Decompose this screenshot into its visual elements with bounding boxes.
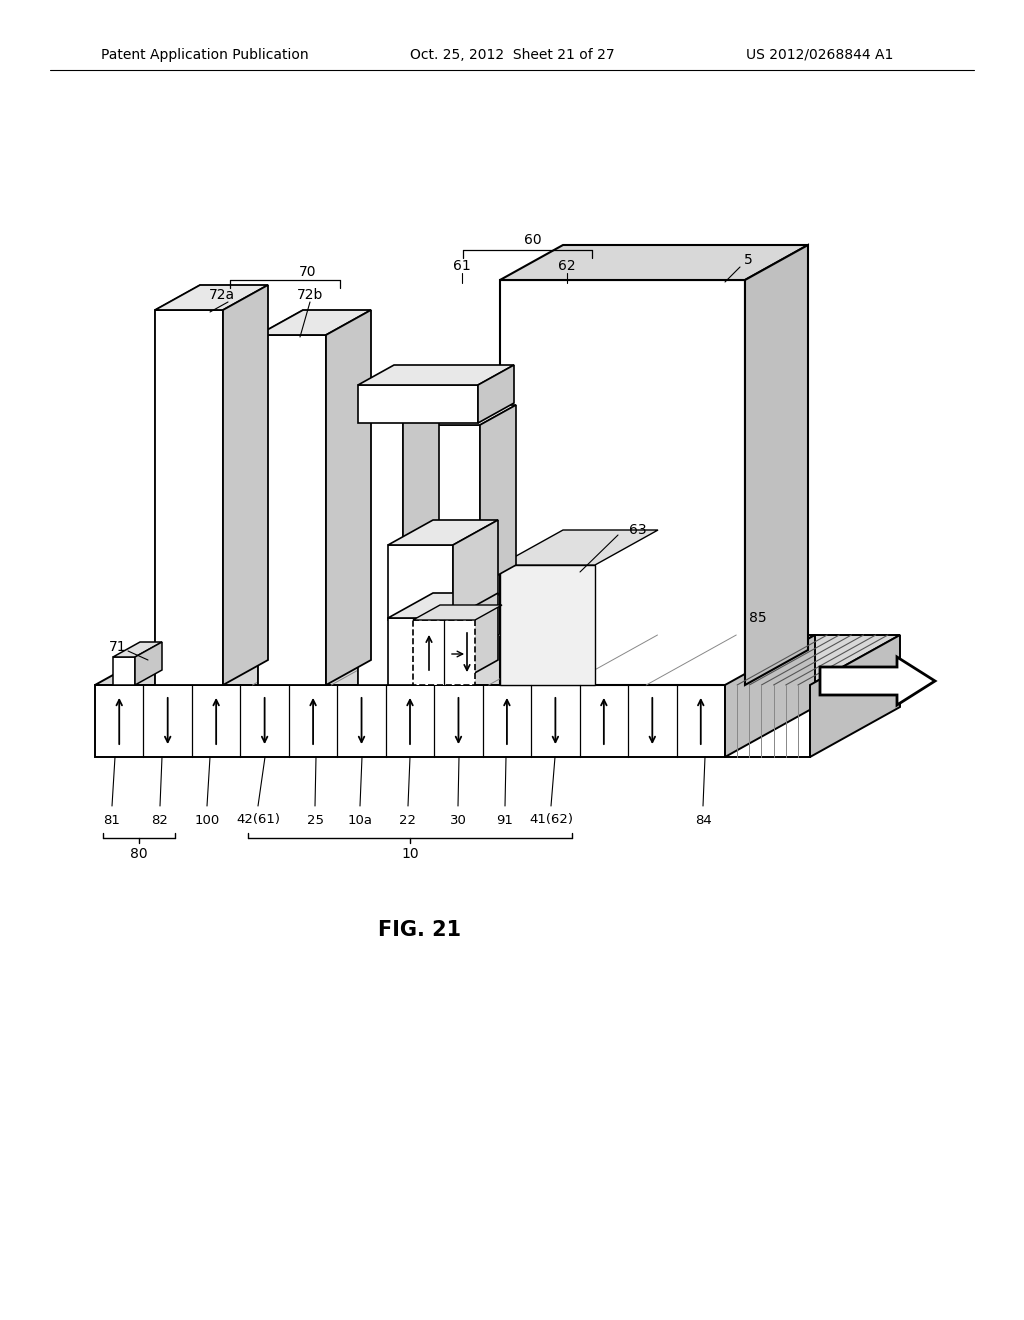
Text: 71: 71 [110, 640, 127, 653]
Text: 80: 80 [130, 847, 147, 861]
Text: 82: 82 [152, 813, 168, 826]
Text: 72b: 72b [297, 288, 324, 302]
Polygon shape [326, 310, 371, 685]
Polygon shape [478, 366, 514, 422]
Polygon shape [500, 246, 808, 280]
Text: 84: 84 [694, 813, 712, 826]
Bar [413, 620, 475, 685]
Polygon shape [358, 400, 439, 420]
Text: Patent Application Publication: Patent Application Publication [101, 48, 309, 62]
Polygon shape [725, 635, 900, 685]
Polygon shape [403, 400, 439, 685]
Text: 41(62): 41(62) [529, 813, 573, 826]
Polygon shape [258, 310, 371, 335]
Text: FIG. 21: FIG. 21 [379, 920, 462, 940]
Text: 91: 91 [497, 813, 513, 826]
Text: 81: 81 [103, 813, 121, 826]
Polygon shape [388, 520, 498, 545]
Text: 10: 10 [401, 847, 419, 861]
Polygon shape [388, 593, 498, 618]
Polygon shape [725, 635, 815, 756]
Polygon shape [223, 285, 268, 685]
Polygon shape [155, 285, 200, 685]
Text: 25: 25 [306, 813, 324, 826]
Text: 70: 70 [299, 265, 316, 279]
Polygon shape [358, 400, 394, 685]
Polygon shape [95, 635, 815, 685]
Polygon shape [388, 545, 453, 620]
Polygon shape [358, 366, 514, 385]
Text: US 2012/0268844 A1: US 2012/0268844 A1 [746, 48, 894, 62]
Text: 61: 61 [454, 259, 471, 273]
Polygon shape [135, 642, 162, 685]
Polygon shape [453, 593, 498, 685]
Polygon shape [500, 280, 745, 685]
Text: 10a: 10a [347, 813, 373, 826]
Text: 62: 62 [558, 259, 575, 273]
Polygon shape [413, 605, 502, 620]
Polygon shape [113, 657, 135, 685]
Polygon shape [435, 405, 516, 425]
Polygon shape [480, 405, 516, 585]
FancyArrow shape [820, 657, 935, 705]
Polygon shape [155, 310, 223, 685]
Text: 42(61): 42(61) [236, 813, 280, 826]
Text: 85: 85 [750, 611, 767, 624]
Polygon shape [745, 246, 808, 685]
Polygon shape [810, 635, 900, 756]
Text: 72a: 72a [209, 288, 236, 302]
Polygon shape [258, 335, 326, 685]
Polygon shape [725, 685, 810, 756]
Polygon shape [500, 565, 595, 685]
Text: Oct. 25, 2012  Sheet 21 of 27: Oct. 25, 2012 Sheet 21 of 27 [410, 48, 614, 62]
Polygon shape [358, 420, 403, 685]
Text: 22: 22 [399, 813, 417, 826]
Text: 60: 60 [524, 234, 542, 247]
Polygon shape [113, 642, 162, 657]
Polygon shape [258, 310, 303, 685]
Polygon shape [453, 520, 498, 620]
Polygon shape [500, 531, 658, 565]
Polygon shape [358, 385, 478, 422]
Polygon shape [435, 425, 480, 585]
Text: 63: 63 [629, 523, 647, 537]
Text: 30: 30 [450, 813, 467, 826]
Polygon shape [95, 685, 725, 756]
Text: 100: 100 [195, 813, 219, 826]
Text: 5: 5 [743, 253, 753, 267]
Polygon shape [155, 285, 268, 310]
Polygon shape [388, 618, 453, 685]
